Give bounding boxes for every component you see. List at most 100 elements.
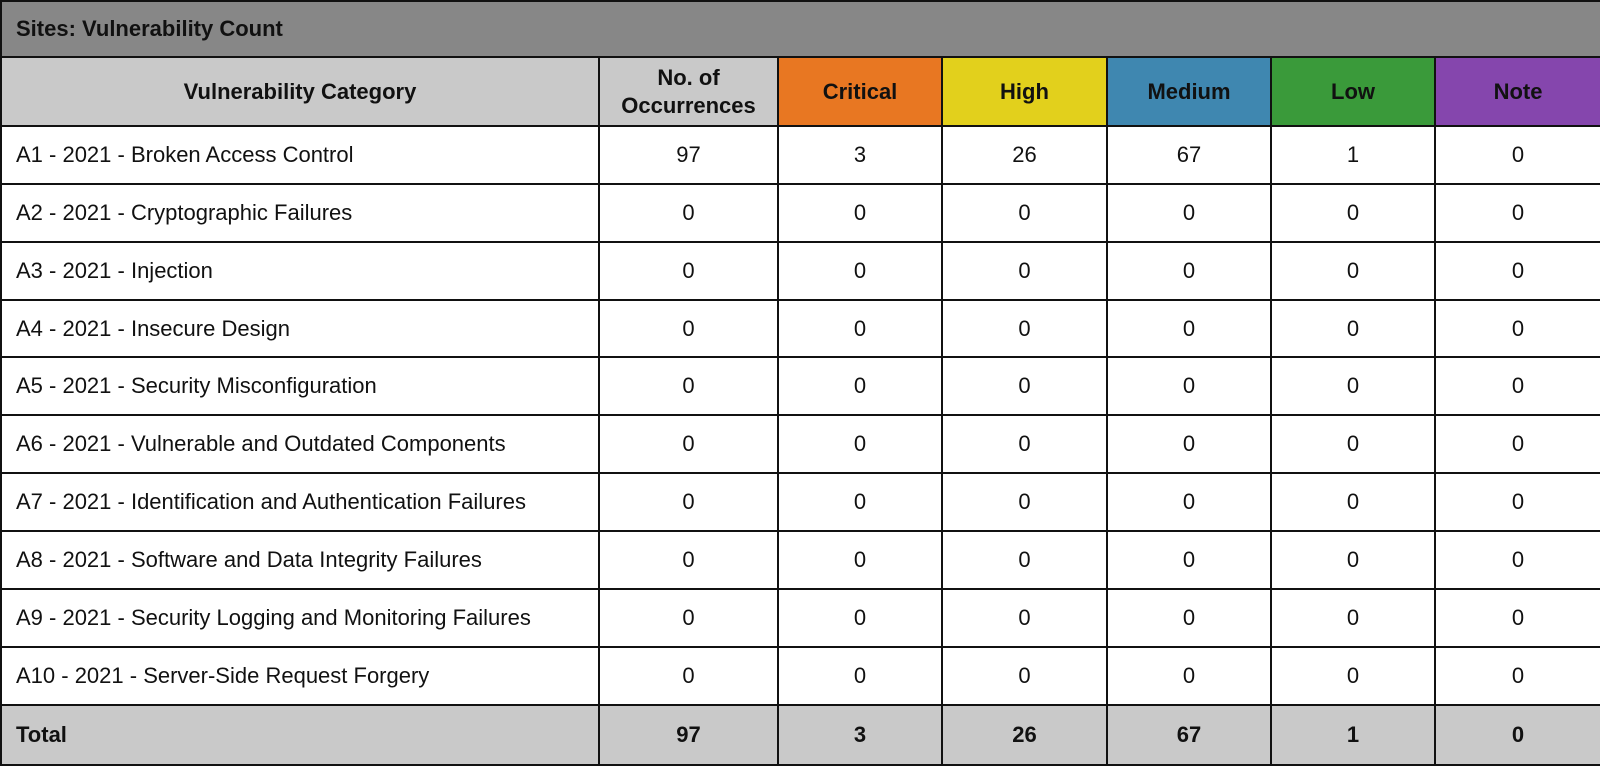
- category-cell: A2 - 2021 - Cryptographic Failures: [0, 182, 600, 243]
- total-cell: 0: [1433, 703, 1600, 766]
- count-cell: 0: [941, 414, 1108, 475]
- count-cell: 0: [598, 298, 779, 359]
- count-cell: 0: [941, 240, 1108, 301]
- count-cell: 0: [598, 530, 779, 590]
- count-cell: 0: [1270, 645, 1436, 706]
- count-cell: 0: [1433, 240, 1600, 301]
- count-cell: 0: [1106, 240, 1272, 301]
- count-cell: 0: [941, 587, 1108, 648]
- count-cell: 0: [777, 414, 943, 475]
- count-cell: 0: [1433, 125, 1600, 185]
- count-cell: 0: [777, 182, 943, 243]
- count-cell: 67: [1106, 125, 1272, 185]
- table-title: Sites: Vulnerability Count: [0, 0, 1600, 58]
- table-row: A10 - 2021 - Server-Side Request Forgery…: [0, 645, 1600, 706]
- count-cell: 0: [1433, 298, 1600, 359]
- column-header: High: [941, 56, 1108, 127]
- count-cell: 0: [777, 356, 943, 417]
- count-cell: 0: [1106, 645, 1272, 706]
- category-cell: A1 - 2021 - Broken Access Control: [0, 125, 600, 185]
- table-row: A1 - 2021 - Broken Access Control 97 3 26 67…: [0, 125, 1600, 185]
- table-row: A9 - 2021 - Security Logging and Monitor…: [0, 587, 1600, 648]
- count-cell: 0: [1433, 414, 1600, 475]
- count-cell: 0: [777, 240, 943, 301]
- count-cell: 0: [941, 182, 1108, 243]
- count-cell: 97: [598, 125, 779, 185]
- header-row: Vulnerability Category No. of Occurrences…: [0, 56, 1600, 127]
- total-cell: 67: [1106, 703, 1272, 766]
- count-cell: 0: [941, 530, 1108, 590]
- category-cell: A5 - 2021 - Security Misconfiguration: [0, 356, 600, 417]
- table-row: A2 - 2021 - Cryptographic Failures 0 0 0 0 0 0: [0, 182, 1600, 243]
- table-row: A3 - 2021 - Injection 0 0 0 0 0 0: [0, 240, 1600, 301]
- count-cell: 0: [1270, 587, 1436, 648]
- count-cell: 0: [777, 530, 943, 590]
- count-cell: 0: [598, 240, 779, 301]
- category-cell: A4 - 2021 - Insecure Design: [0, 298, 600, 359]
- count-cell: 0: [1433, 356, 1600, 417]
- count-cell: 0: [1433, 472, 1600, 533]
- count-cell: 0: [598, 356, 779, 417]
- count-cell: 0: [1270, 298, 1436, 359]
- count-cell: 0: [598, 587, 779, 648]
- category-cell: A9 - 2021 - Security Logging and Monitor…: [0, 587, 600, 648]
- count-cell: 0: [1106, 414, 1272, 475]
- column-header: Medium: [1106, 56, 1272, 127]
- count-cell: 0: [777, 645, 943, 706]
- total-label: Total: [0, 703, 600, 766]
- count-cell: 0: [941, 298, 1108, 359]
- count-cell: 0: [1270, 414, 1436, 475]
- table-row: A6 - 2021 - Vulnerable and Outdated Comp…: [0, 414, 1600, 475]
- category-cell: A7 - 2021 - Identification and Authentic…: [0, 472, 600, 533]
- count-cell: 0: [1270, 472, 1436, 533]
- title-row: Sites: Vulnerability Count: [0, 0, 1600, 58]
- column-header: Critical: [777, 56, 943, 127]
- count-cell: 3: [777, 125, 943, 185]
- count-cell: 0: [777, 587, 943, 648]
- column-header: No. of Occurrences: [598, 56, 779, 127]
- category-cell: A10 - 2021 - Server-Side Request Forgery: [0, 645, 600, 706]
- count-cell: 1: [1270, 125, 1436, 185]
- count-cell: 0: [1270, 240, 1436, 301]
- count-cell: 0: [598, 645, 779, 706]
- count-cell: 0: [941, 472, 1108, 533]
- count-cell: 0: [1433, 645, 1600, 706]
- count-cell: 0: [777, 472, 943, 533]
- count-cell: 0: [1106, 182, 1272, 243]
- category-cell: A8 - 2021 - Software and Data Integrity …: [0, 530, 600, 590]
- count-cell: 0: [1106, 587, 1272, 648]
- category-cell: A3 - 2021 - Injection: [0, 240, 600, 301]
- table-row: A8 - 2021 - Software and Data Integrity …: [0, 530, 1600, 590]
- table-row: A7 - 2021 - Identification and Authentic…: [0, 472, 1600, 533]
- total-cell: 3: [777, 703, 943, 766]
- count-cell: 0: [777, 298, 943, 359]
- count-cell: 0: [1106, 298, 1272, 359]
- count-cell: 0: [598, 414, 779, 475]
- count-cell: 0: [1270, 182, 1436, 243]
- table-row: A4 - 2021 - Insecure Design 0 0 0 0 0 0: [0, 298, 1600, 359]
- total-cell: 1: [1270, 703, 1436, 766]
- column-header: Note: [1433, 56, 1600, 127]
- total-cell: 97: [598, 703, 779, 766]
- count-cell: 0: [1270, 356, 1436, 417]
- count-cell: 0: [941, 645, 1108, 706]
- column-header: Vulnerability Category: [0, 56, 600, 127]
- count-cell: 0: [1106, 472, 1272, 533]
- count-cell: 0: [1433, 587, 1600, 648]
- count-cell: 0: [1433, 530, 1600, 590]
- count-cell: 0: [941, 356, 1108, 417]
- column-header: Low: [1270, 56, 1436, 127]
- category-cell: A6 - 2021 - Vulnerable and Outdated Comp…: [0, 414, 600, 475]
- count-cell: 0: [1106, 356, 1272, 417]
- total-cell: 26: [941, 703, 1108, 766]
- count-cell: 26: [941, 125, 1108, 185]
- table-row: A5 - 2021 - Security Misconfiguration 0 0 0…: [0, 356, 1600, 417]
- count-cell: 0: [1106, 530, 1272, 590]
- count-cell: 0: [1433, 182, 1600, 243]
- count-cell: 0: [598, 472, 779, 533]
- count-cell: 0: [598, 182, 779, 243]
- table-body: A1 - 2021 - Broken Access Control 97 3 26 67…: [0, 125, 1600, 766]
- total-row: Total 97 3 26 67 1 0: [0, 703, 1600, 766]
